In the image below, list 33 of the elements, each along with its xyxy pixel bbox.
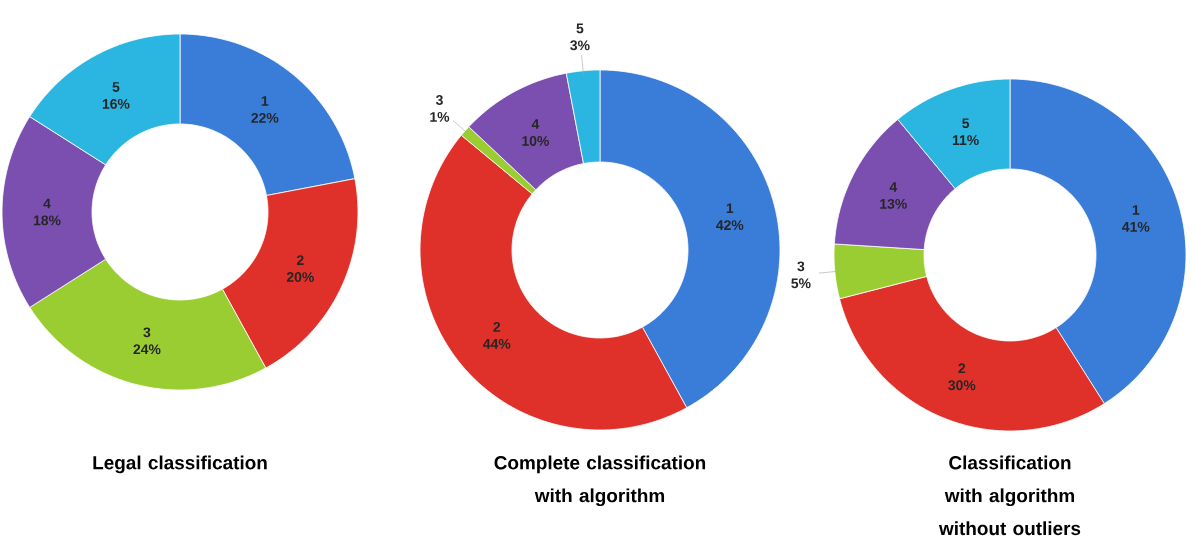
data-label: 11%	[952, 135, 979, 146]
data-label: 22%	[251, 112, 279, 123]
slice-label: 5	[112, 82, 120, 92]
data-label: 13%	[880, 198, 907, 209]
slice-label: 5	[962, 118, 970, 129]
slice-label: 4	[43, 198, 51, 209]
slice-label: 1	[261, 96, 269, 106]
slice-label: 2	[493, 321, 501, 332]
slice-label: 3	[797, 261, 805, 272]
data-label: 42%	[716, 220, 744, 231]
data-label: 16%	[102, 98, 130, 109]
slice-label: 1	[1132, 205, 1140, 215]
data-label: 18%	[33, 215, 61, 226]
data-label: 30%	[948, 380, 976, 391]
slice-label: 3	[435, 95, 443, 105]
data-label: 20%	[286, 272, 314, 283]
data-label: 10%	[522, 136, 549, 146]
data-label: 3%	[570, 40, 590, 51]
slice-label: 4	[531, 119, 540, 129]
slice-label: 5	[576, 23, 584, 34]
data-label: 24%	[133, 344, 161, 355]
slice-label: 3	[143, 327, 151, 338]
data-label: 5%	[791, 278, 811, 289]
text: Classification with algorithm without outliers	[938, 455, 1081, 536]
text: Complete classification with algorithm	[494, 455, 706, 507]
slice-label: 2	[296, 255, 304, 265]
slice-label: 2	[958, 363, 966, 374]
slice-label: 1	[726, 203, 734, 213]
data-label: 1%	[430, 112, 450, 122]
data-label: 44%	[483, 338, 511, 349]
data-label: 41%	[1122, 222, 1150, 232]
slice-label: 4	[889, 182, 898, 192]
text: Legal classification	[93, 455, 267, 474]
